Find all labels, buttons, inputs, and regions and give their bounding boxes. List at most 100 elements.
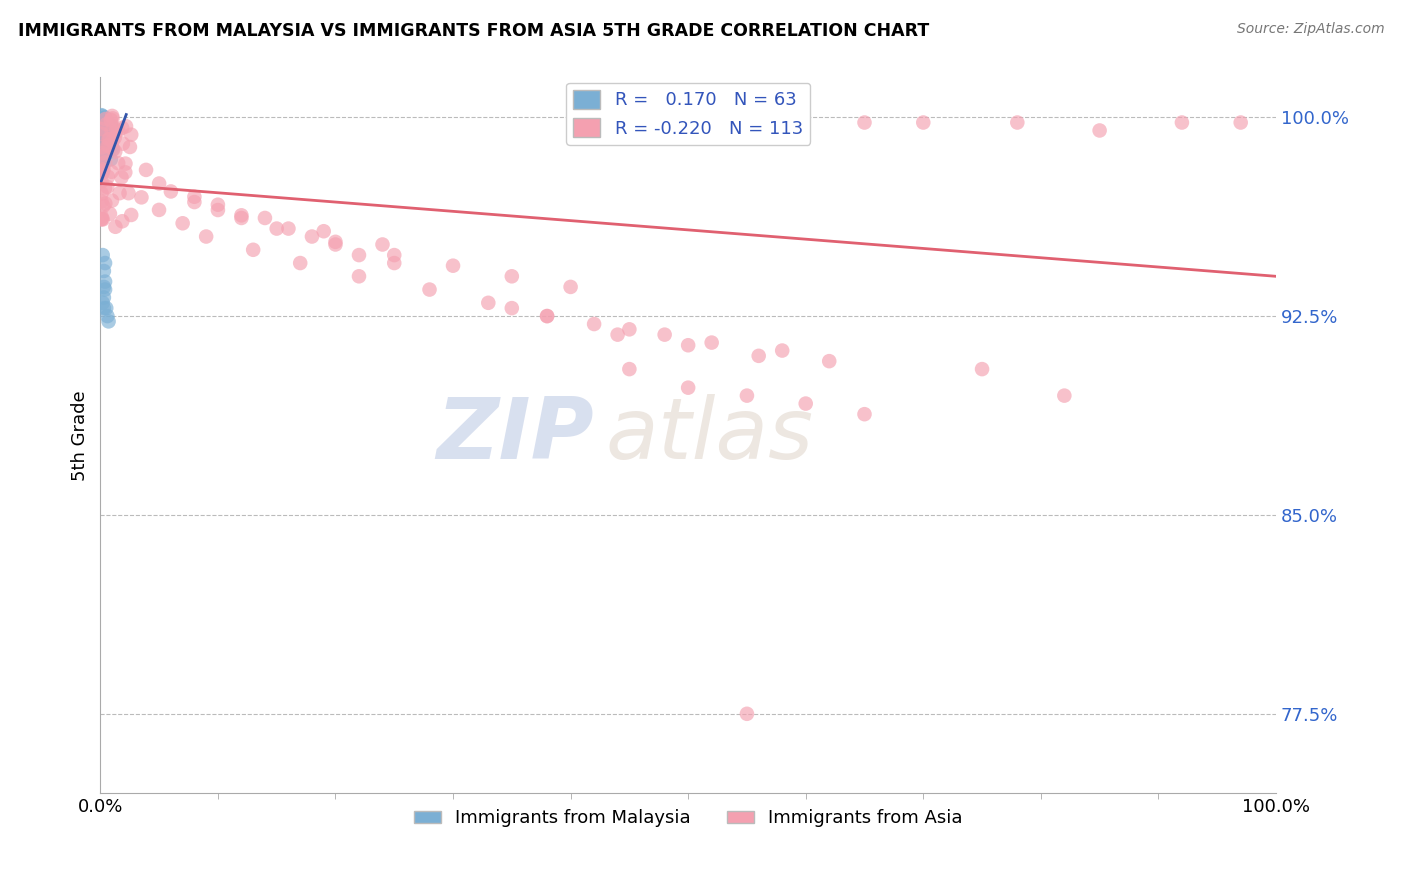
Point <box>94 120 117 135</box>
Point <box>114 165 136 179</box>
Point <box>101 109 124 123</box>
Point <box>91 133 114 147</box>
Point <box>93 132 115 146</box>
Point <box>90 127 112 141</box>
Point <box>91 248 114 262</box>
Point <box>231 211 253 225</box>
Point <box>93 112 115 127</box>
Point <box>108 186 131 201</box>
Point <box>97 128 120 143</box>
Point <box>560 280 582 294</box>
Point <box>382 256 405 270</box>
Point <box>654 327 676 342</box>
Point <box>91 116 114 130</box>
Point <box>93 138 115 153</box>
Point <box>94 181 117 195</box>
Point <box>90 120 112 135</box>
Point <box>970 362 993 376</box>
Point <box>606 327 628 342</box>
Point <box>111 214 134 228</box>
Point <box>1171 115 1194 129</box>
Point <box>91 152 114 166</box>
Point <box>1007 115 1029 129</box>
Point <box>100 153 122 167</box>
Point <box>253 211 276 225</box>
Point <box>277 221 299 235</box>
Point <box>104 219 127 234</box>
Point <box>853 407 876 421</box>
Point <box>90 155 112 169</box>
Point <box>90 112 112 126</box>
Point <box>501 301 523 315</box>
Point <box>98 207 121 221</box>
Point <box>477 295 499 310</box>
Point <box>91 212 114 227</box>
Point <box>104 125 127 139</box>
Point <box>96 309 118 323</box>
Point <box>441 259 464 273</box>
Point <box>735 115 758 129</box>
Point <box>676 381 699 395</box>
Point <box>93 280 115 294</box>
Point <box>172 216 194 230</box>
Point <box>107 123 129 137</box>
Text: ZIP: ZIP <box>436 394 595 477</box>
Point <box>619 322 641 336</box>
Point <box>90 119 112 133</box>
Point <box>96 140 118 154</box>
Point <box>90 130 112 145</box>
Point <box>101 140 124 154</box>
Point <box>1053 389 1076 403</box>
Point <box>97 132 120 146</box>
Point <box>770 343 793 358</box>
Point <box>100 113 122 128</box>
Point <box>347 269 370 284</box>
Point <box>231 208 253 222</box>
Point <box>91 109 114 123</box>
Point <box>91 154 114 169</box>
Point <box>94 283 117 297</box>
Point <box>101 194 124 208</box>
Point <box>91 140 114 154</box>
Point <box>101 142 124 156</box>
Point <box>183 195 205 210</box>
Point <box>97 169 120 184</box>
Point <box>794 396 817 410</box>
Point <box>90 122 112 136</box>
Point <box>117 186 139 201</box>
Point <box>207 197 229 211</box>
Point <box>748 349 770 363</box>
Point <box>912 115 935 129</box>
Text: IMMIGRANTS FROM MALAYSIA VS IMMIGRANTS FROM ASIA 5TH GRADE CORRELATION CHART: IMMIGRANTS FROM MALAYSIA VS IMMIGRANTS F… <box>18 22 929 40</box>
Point <box>91 117 114 131</box>
Point <box>91 295 114 310</box>
Point <box>91 148 114 162</box>
Point <box>131 190 153 204</box>
Point <box>93 119 115 133</box>
Point <box>90 212 112 227</box>
Point <box>90 186 112 201</box>
Point <box>100 165 122 179</box>
Point <box>148 202 170 217</box>
Point <box>1229 115 1251 129</box>
Point <box>91 135 114 149</box>
Point <box>90 142 112 156</box>
Point <box>118 140 141 154</box>
Point <box>104 131 127 145</box>
Point <box>735 389 758 403</box>
Point <box>818 354 841 368</box>
Point <box>676 338 699 352</box>
Point <box>120 128 142 142</box>
Point <box>96 116 118 130</box>
Point <box>120 208 142 222</box>
Point <box>96 145 118 160</box>
Point <box>90 127 112 141</box>
Point <box>98 132 121 146</box>
Point <box>90 136 112 151</box>
Point <box>97 138 120 153</box>
Point <box>536 309 558 323</box>
Point <box>418 283 440 297</box>
Point <box>93 140 115 154</box>
Point <box>325 237 347 252</box>
Point <box>115 120 138 134</box>
